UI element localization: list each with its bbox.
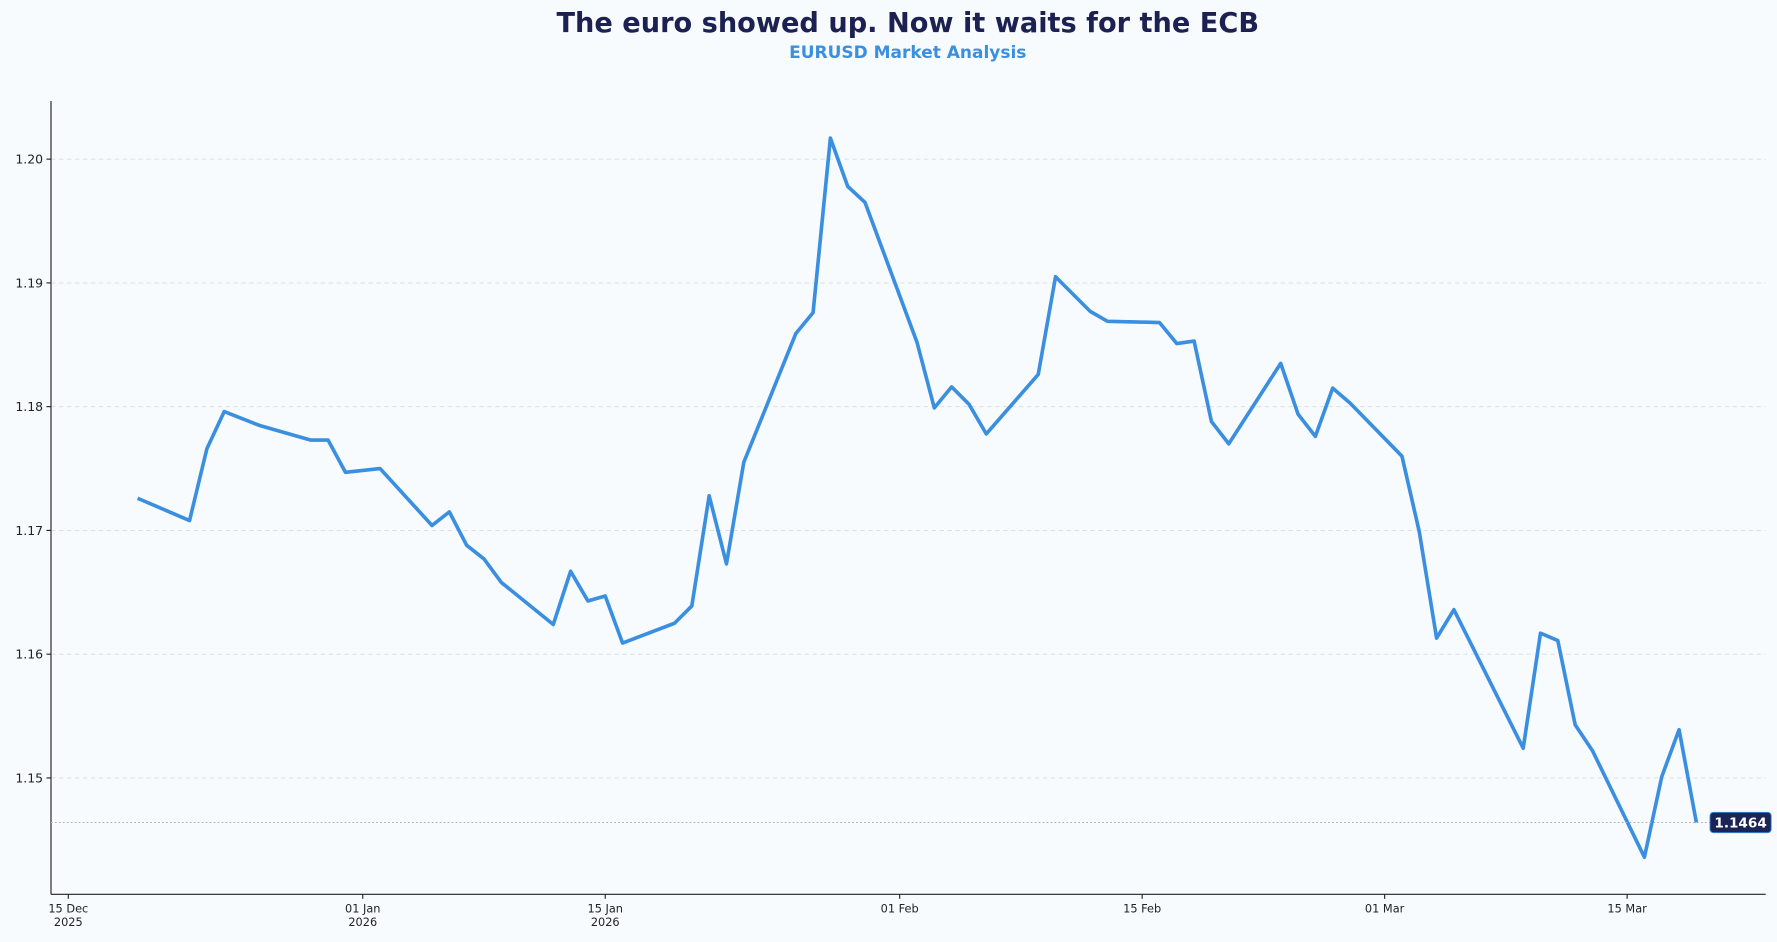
y-tick-label: 1.18 <box>15 399 43 414</box>
y-tick-label: 1.19 <box>15 275 43 290</box>
y-tick-label: 1.20 <box>15 152 43 167</box>
y-tick-label: 1.16 <box>15 647 43 662</box>
series-line <box>136 136 1699 859</box>
x-tick-label: 01 Feb <box>881 901 919 915</box>
x-tick-label: 15 Dec 2025 <box>48 901 88 929</box>
y-tick-label: 1.15 <box>15 770 43 785</box>
chart-subtitle: EURUSD Market Analysis <box>789 43 1026 63</box>
x-tick-label: 01 Mar <box>1365 901 1405 915</box>
x-tick-label: 15 Jan 2026 <box>587 901 622 929</box>
chart-title: The euro showed up. Now it waits for the… <box>556 8 1259 39</box>
x-tick-label: 01 Jan 2026 <box>345 901 380 929</box>
plot-area: 1.15 1.16 1.17 1.18 1.19 1.20 15 Dec 2025 01 Jan… <box>15 100 1772 929</box>
last-value-label: 1.1464 <box>1714 816 1766 832</box>
y-tick-label: 1.17 <box>15 523 43 538</box>
last-value-badge <box>1709 811 1772 834</box>
x-tick-label: 15 Feb <box>1123 901 1161 915</box>
x-tick-label: 15 Mar <box>1607 901 1647 915</box>
